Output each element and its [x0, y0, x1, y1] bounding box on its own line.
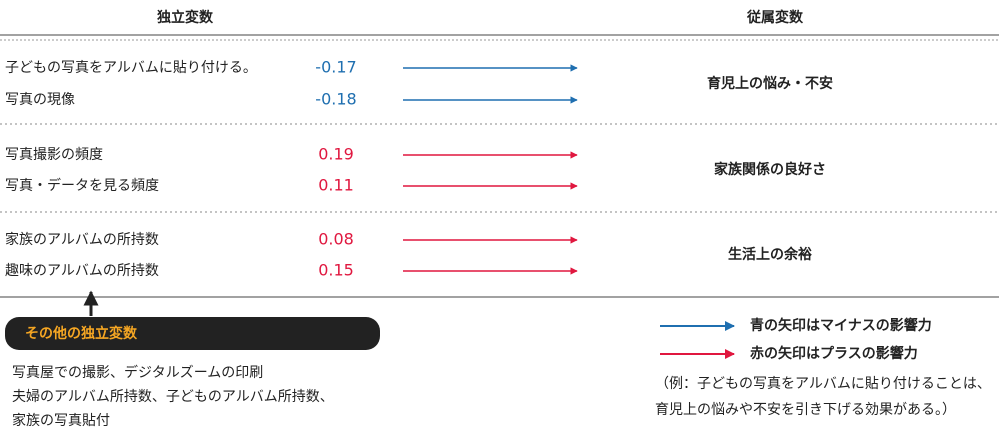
dependent-variable: 生活上の余裕	[728, 246, 812, 263]
coefficient: 0.08	[318, 230, 354, 249]
coefficient: -0.18	[315, 90, 356, 109]
coefficient: -0.17	[315, 58, 356, 77]
note: 育児上の悩みや不安を引き下げる効果がある。）	[655, 402, 956, 418]
other-variable: 夫婦のアルバム所持数、子どものアルバム所持数、	[12, 388, 334, 405]
dependent-variable: 家族関係の良好さ	[714, 161, 826, 178]
independent-variable: 家族のアルバムの所持数	[5, 231, 159, 248]
independent-variable: 写真・データを見る頻度	[5, 177, 159, 194]
coefficient: 0.15	[318, 261, 354, 280]
header-dependent: 従属変数	[746, 9, 804, 26]
dependent-variable: 育児上の悩み・不安	[707, 75, 833, 92]
independent-variable: 趣味のアルバムの所持数	[5, 263, 159, 279]
note: （例：子どもの写真をアルバムに貼り付けることは、	[655, 376, 991, 392]
independent-variable: 写真の現像	[5, 92, 75, 108]
other-variable: 写真屋での撮影、デジタルズームの印刷	[12, 364, 263, 381]
other-box	[5, 317, 380, 350]
independent-variable: 子どもの写真をアルバムに貼り付ける。	[5, 60, 257, 76]
coefficient: 0.19	[318, 145, 354, 164]
other-variable: 家族の写真貼付	[12, 412, 110, 429]
coefficient: 0.11	[318, 176, 354, 195]
other-title: その他の独立変数	[25, 325, 138, 342]
legend-label: 赤の矢印はプラスの影響力	[750, 345, 918, 362]
legend-label: 青の矢印はマイナスの影響力	[750, 317, 932, 334]
header-independent: 独立変数	[157, 9, 214, 26]
independent-variable: 写真撮影の頻度	[5, 146, 103, 163]
